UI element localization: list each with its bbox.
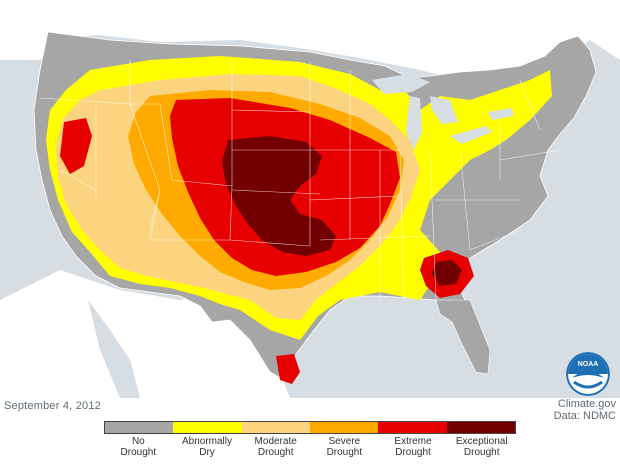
legend-swatch-abnormally-dry [173,422,242,433]
legend-label-moderate-drought: Moderate Drought [241,436,310,458]
credit-data: Data: NDMC [553,410,616,422]
zone-texas-extreme [276,354,300,384]
zone-west-extreme [60,118,92,174]
credit-block: Climate.gov Data: NDMC [554,398,616,422]
lake-erie [450,126,492,144]
legend-label-line1: Exceptional [455,436,508,447]
lake-huron [430,96,458,124]
legend-swatch-extreme-drought [378,422,447,433]
legend-labels: No Drought Abnormally Dry Moderate Droug… [104,436,516,458]
legend-label-line2: Drought [463,447,500,458]
legend-label-extreme-drought: Extreme Drought [379,436,448,458]
legend-label-line2: Drought [395,447,431,458]
lake-michigan [406,96,422,150]
noaa-logo: NOAA [566,352,610,396]
noaa-logo-text: NOAA [578,361,599,368]
drought-map [0,0,620,398]
legend-label-line1: Severe [328,436,361,447]
legend-swatch-no-drought [105,422,174,433]
legend-swatch-exceptional-drought [446,422,515,433]
legend-label-exceptional-drought: Exceptional Drought [447,436,516,458]
canada-land [0,0,620,85]
legend-swatch-severe-drought [309,422,379,433]
zone-georgia-exceptional [432,260,462,286]
legend-label-no-drought: No Drought [104,436,173,458]
credit-source: Climate.gov [557,398,616,410]
legend-label-severe-drought: Severe Drought [310,436,379,458]
legend-label-line1: Moderate [254,436,297,447]
legend-label-line2: Drought [257,447,294,458]
date-label: September 4, 2012 [4,400,101,412]
legend-label-line1: No [131,436,145,447]
legend-label-abnormally-dry: Abnormally Dry [173,436,242,458]
florida-land [435,299,491,375]
legend-label-line1: Abnormally [181,436,233,447]
state-borders [39,60,561,301]
legend-bar [104,421,516,434]
legend-label-line2: Dry [199,447,215,458]
zone-exceptional-drought [222,136,336,256]
noaa-logo-icon: NOAA [566,352,610,396]
legend-label-line2: Drought [120,447,157,458]
legend-label-line2: Drought [326,447,363,458]
gulf-of-california [88,300,140,398]
legend-label-line1: Extreme [394,436,432,447]
lake-ontario [488,108,514,120]
lake-superior [372,74,430,94]
map-svg [0,0,620,398]
legend-swatch-moderate-drought [241,422,310,433]
